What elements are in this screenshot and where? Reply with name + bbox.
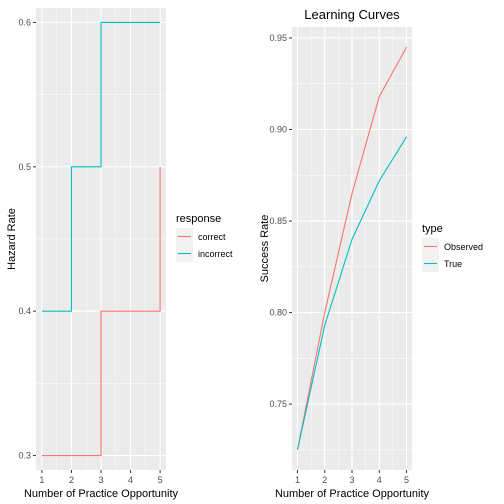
- series-line-true: [296, 136, 408, 450]
- x-tick-label: 4: [377, 475, 382, 485]
- y-tick-label: 0.5: [18, 162, 31, 172]
- hazard-y-ticks: 0.3 0.4 0.5 0.6: [18, 17, 36, 461]
- y-tick-label: 0.3: [18, 451, 31, 461]
- x-tick-label: 5: [404, 475, 409, 485]
- learning-chart-title: Learning Curves: [304, 7, 400, 22]
- x-tick-label: 5: [158, 475, 163, 485]
- y-tick-label: 0.6: [18, 17, 31, 27]
- series-line-incorrect: [41, 21, 161, 312]
- hazard-x-ticks: 1 2 3 4 5: [39, 470, 163, 485]
- learning-series: [296, 46, 408, 450]
- y-tick-label: 0.4: [18, 306, 31, 316]
- learning-x-axis-title: Number of Practice Opportunity: [275, 488, 430, 500]
- x-tick-label: 3: [349, 475, 354, 485]
- learning-legend-items: Observed True: [422, 238, 483, 272]
- learning-y-axis-title: Success Rate: [259, 215, 271, 283]
- y-tick-label: 0.95: [269, 33, 287, 43]
- x-tick-label: 4: [128, 475, 133, 485]
- hazard-legend-title: response: [176, 213, 221, 225]
- learning-gridlines: [292, 27, 412, 470]
- learning-y-ticks: 0.75 0.80 0.85 0.90 0.95: [269, 33, 292, 409]
- series-line-observed: [296, 46, 408, 450]
- learning-legend: type Observed True: [422, 223, 483, 272]
- x-tick-label: 1: [39, 475, 44, 485]
- legend-label-observed: Observed: [444, 242, 483, 252]
- legend-label-true: True: [444, 259, 462, 269]
- x-tick-label: 1: [295, 475, 300, 485]
- y-tick-label: 0.90: [269, 125, 287, 135]
- y-tick-label: 0.75: [269, 399, 287, 409]
- learning-curves-chart: 0.75 0.80 0.85 0.90 0.95 1 2 3 4 5 Learning Curv…: [259, 7, 483, 500]
- x-tick-label: 3: [98, 475, 103, 485]
- hazard-rate-chart: 0.3 0.4 0.5 0.6 1 2 3 4 5 Number of Practice Op…: [6, 8, 233, 500]
- hazard-legend: response correct incorrect: [176, 213, 233, 262]
- series-line-correct: [41, 166, 161, 457]
- legend-label-incorrect: incorrect: [198, 249, 233, 259]
- y-tick-label: 0.80: [269, 308, 287, 318]
- learning-legend-title: type: [422, 223, 443, 235]
- x-tick-label: 2: [69, 475, 74, 485]
- legend-label-correct: correct: [198, 232, 226, 242]
- hazard-y-axis-title: Hazard Rate: [6, 208, 18, 270]
- hazard-legend-items: correct incorrect: [176, 228, 233, 262]
- x-tick-label: 2: [322, 475, 327, 485]
- hazard-series: [41, 21, 161, 457]
- learning-x-ticks: 1 2 3 4 5: [295, 470, 409, 485]
- y-tick-label: 0.85: [269, 216, 287, 226]
- hazard-x-axis-title: Number of Practice Opportunity: [24, 488, 179, 500]
